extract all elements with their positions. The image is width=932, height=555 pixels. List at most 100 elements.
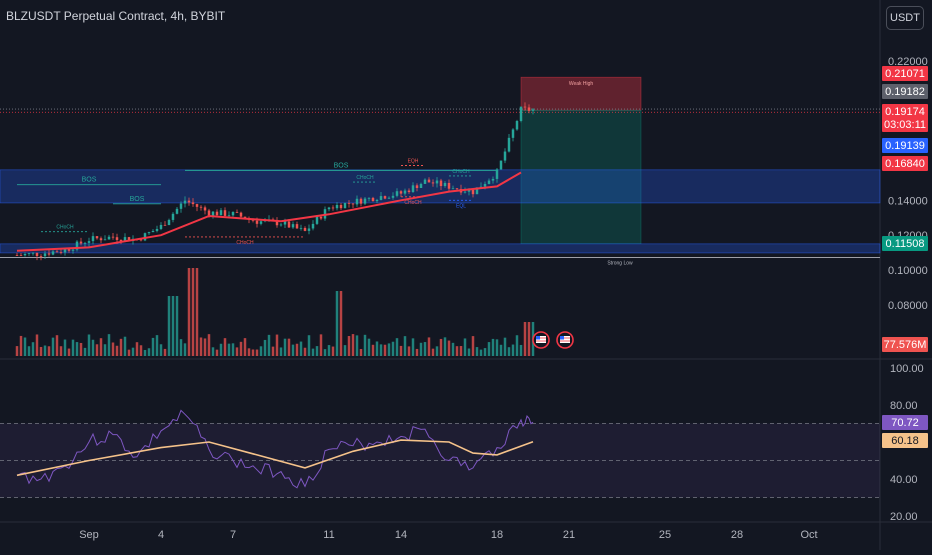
- candle-body: [451, 188, 455, 190]
- candle-body: [211, 211, 215, 216]
- volume-bar: [459, 346, 463, 356]
- price-axis[interactable]: 0.220000.140000.120000.100000.08000100.0…: [888, 56, 928, 523]
- time-tick: 4: [158, 529, 164, 541]
- price-label: 0.19174: [885, 106, 925, 118]
- candle-body: [163, 224, 167, 226]
- candle-body: [363, 198, 367, 204]
- volume-bar: [483, 348, 487, 356]
- zone-label: Weak High: [569, 81, 594, 87]
- volume-bar: [163, 348, 167, 356]
- volume-bar: [39, 346, 43, 356]
- volume-bar: [47, 346, 51, 356]
- rsi-label: 70.72: [891, 417, 919, 429]
- time-axis[interactable]: Sep 4 7 11 14 18 21 25 28 Oct: [79, 529, 817, 541]
- candle-body: [351, 203, 355, 205]
- volume-bar: [503, 337, 507, 356]
- volume-bar: [527, 322, 531, 356]
- us-flag-icon: [532, 331, 550, 349]
- volume-bar: [431, 348, 435, 356]
- volume-bar: [171, 296, 175, 356]
- price-tick: 0.14000: [888, 195, 928, 207]
- candle-body: [199, 206, 203, 208]
- candle-body: [471, 189, 475, 195]
- candle-body: [31, 252, 35, 254]
- candle-body: [19, 255, 23, 257]
- candle-body: [419, 183, 423, 189]
- volume-bar: [455, 346, 459, 356]
- candle-body: [515, 120, 519, 130]
- structure-label: EQL: [456, 203, 466, 209]
- candle-body: [407, 190, 411, 193]
- volume-bar: [159, 344, 163, 356]
- candle-body: [511, 129, 515, 138]
- volume-bar: [287, 338, 291, 356]
- rsi-label-bg: [882, 415, 928, 430]
- candle-body: [91, 236, 95, 242]
- volume-bar: [475, 347, 479, 356]
- volume-bar: [235, 347, 239, 356]
- price-label: 0.19182: [885, 86, 925, 98]
- candle-body: [327, 207, 331, 210]
- candle-body: [447, 182, 451, 189]
- structure-label: BOS: [82, 177, 97, 184]
- volume-bar: [147, 348, 151, 356]
- candle-body: [123, 237, 127, 242]
- volume-bar: [103, 344, 107, 356]
- volume-bar: [143, 349, 147, 356]
- candle-body: [519, 106, 523, 121]
- candle-body: [51, 251, 55, 255]
- volume-bar: [435, 346, 439, 356]
- price-label-bg: [882, 84, 928, 99]
- candle-body: [439, 180, 443, 187]
- volume-pane[interactable]: [15, 268, 574, 356]
- volume-bar: [259, 346, 263, 356]
- flag-field: [560, 336, 570, 343]
- candle-body: [379, 196, 383, 200]
- candle-body: [47, 253, 51, 255]
- candle-body: [207, 210, 211, 216]
- candle-body: [75, 241, 79, 250]
- price-label: 0.19139: [885, 140, 925, 152]
- candle-body: [35, 252, 39, 257]
- candle-body: [71, 249, 75, 251]
- volume-bar: [467, 348, 471, 356]
- candle-body: [259, 221, 263, 224]
- flag-field: [536, 336, 546, 343]
- rsi-pane[interactable]: [0, 409, 880, 498]
- volume-bar: [27, 346, 31, 356]
- volume-bar: [187, 268, 191, 356]
- volume-bar: [111, 342, 115, 356]
- volume-bar: [427, 337, 431, 356]
- volume-bar: [71, 339, 75, 356]
- candle-body: [239, 212, 243, 217]
- price-label-bg: [882, 138, 928, 153]
- candle-body: [119, 239, 123, 242]
- volume-bar: [231, 343, 235, 356]
- candle-body: [463, 191, 467, 193]
- volume-bar: [523, 322, 527, 356]
- volume-bar: [179, 339, 183, 356]
- volume-bar: [471, 336, 475, 356]
- volume-bar: [311, 348, 315, 356]
- volume-bar: [363, 334, 367, 356]
- candle-body: [491, 178, 495, 181]
- volume-bar: [399, 345, 403, 356]
- structure-label: CHoCH: [356, 175, 374, 181]
- volume-bar: [303, 347, 307, 356]
- currency-button[interactable]: USDT: [886, 6, 924, 30]
- volume-bar: [215, 349, 219, 356]
- candle-body: [415, 185, 419, 189]
- candle-body: [431, 182, 435, 184]
- volume-bar: [251, 349, 255, 356]
- candle-body: [331, 207, 335, 209]
- countdown-label: 03:03:11: [884, 119, 926, 131]
- time-tick: Sep: [79, 529, 99, 541]
- volume-bar: [379, 344, 383, 356]
- volume-bar: [247, 348, 251, 356]
- price-label: 0.16840: [885, 158, 925, 170]
- volume-bar: [127, 349, 131, 356]
- candle-body: [43, 253, 47, 257]
